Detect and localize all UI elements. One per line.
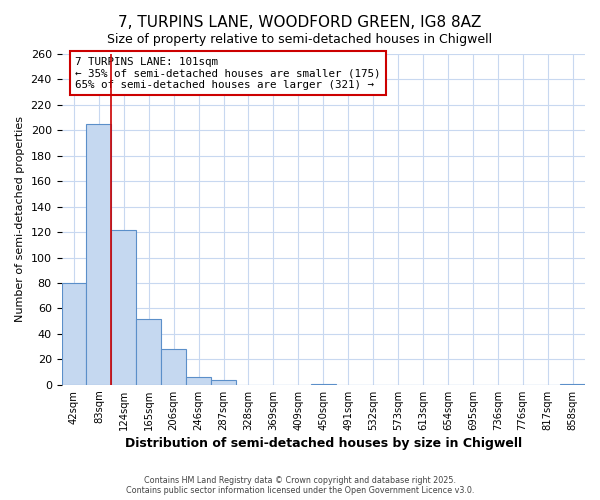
Bar	[161, 349, 186, 385]
Text: 7, TURPINS LANE, WOODFORD GREEN, IG8 8AZ: 7, TURPINS LANE, WOODFORD GREEN, IG8 8AZ	[118, 15, 482, 30]
Bar	[186, 377, 211, 385]
Bar	[112, 230, 136, 385]
Text: 7 TURPINS LANE: 101sqm
← 35% of semi-detached houses are smaller (175)
65% of se: 7 TURPINS LANE: 101sqm ← 35% of semi-det…	[75, 56, 381, 90]
Text: Contains HM Land Registry data © Crown copyright and database right 2025.
Contai: Contains HM Land Registry data © Crown c…	[126, 476, 474, 495]
Text: Size of property relative to semi-detached houses in Chigwell: Size of property relative to semi-detach…	[107, 32, 493, 46]
Bar	[62, 283, 86, 385]
Bar	[136, 318, 161, 385]
Bar	[211, 380, 236, 385]
Bar	[311, 384, 336, 385]
Bar	[560, 384, 585, 385]
X-axis label: Distribution of semi-detached houses by size in Chigwell: Distribution of semi-detached houses by …	[125, 437, 522, 450]
Bar	[86, 124, 112, 385]
Y-axis label: Number of semi-detached properties: Number of semi-detached properties	[15, 116, 25, 322]
